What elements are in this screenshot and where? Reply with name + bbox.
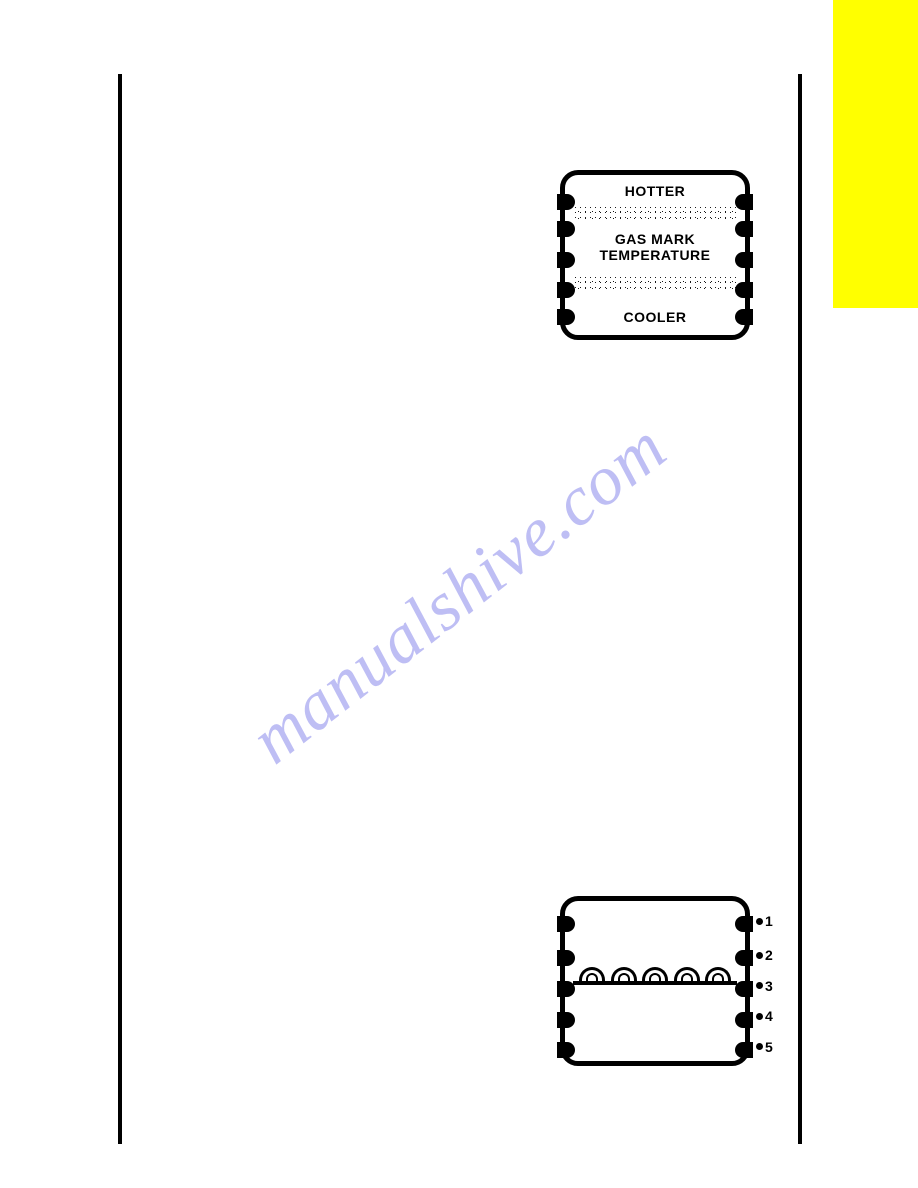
shelf-number: 3: [765, 978, 773, 994]
oven-outline: HOTTER GAS MARK TEMPERATURE COOLER: [560, 170, 750, 340]
shelf-number: 1: [765, 913, 773, 929]
bread-row-icon: [579, 963, 731, 983]
bullet-icon: [756, 1043, 763, 1050]
shelf-tab-icon: [735, 282, 753, 298]
shelf-number-label: 1: [756, 913, 773, 929]
label-hotter: HOTTER: [565, 183, 745, 199]
bullet-icon: [756, 918, 763, 925]
speckle-band-lower: [573, 275, 737, 289]
shelf-tab-icon: [735, 252, 753, 268]
oven-shelf-positions-diagram: 1 2 3 4 5: [560, 896, 750, 1066]
shelf-tab-icon: [557, 916, 575, 932]
shelf-number: 2: [765, 947, 773, 963]
oven-outline: [560, 896, 750, 1066]
tray-line-icon: [573, 981, 737, 985]
bullet-icon: [756, 1013, 763, 1020]
shelf-tab-icon: [735, 1042, 753, 1058]
section-tab: [833, 0, 918, 308]
shelf-tab-icon: [735, 950, 753, 966]
shelf-number-label: 3: [756, 978, 773, 994]
shelf-tab-icon: [557, 194, 575, 210]
shelf-number-label: 5: [756, 1039, 773, 1055]
shelf-tab-icon: [735, 981, 753, 997]
shelf-tab-icon: [735, 194, 753, 210]
label-gas-mark: GAS MARK: [565, 231, 745, 247]
bullet-icon: [756, 982, 763, 989]
shelf-tab-icon: [557, 309, 575, 325]
shelf-tab-icon: [735, 221, 753, 237]
speckle-band-upper: [573, 205, 737, 219]
shelf-number-label: 4: [756, 1008, 773, 1024]
shelf-tab-icon: [557, 252, 575, 268]
shelf-tab-icon: [735, 1012, 753, 1028]
shelf-tab-icon: [735, 309, 753, 325]
shelf-number-label: 2: [756, 947, 773, 963]
shelf-tab-icon: [557, 221, 575, 237]
shelf-number: 5: [765, 1039, 773, 1055]
shelf-tab-icon: [557, 282, 575, 298]
label-cooler: COOLER: [565, 309, 745, 325]
shelf-tab-icon: [557, 1042, 575, 1058]
shelf-tab-icon: [557, 950, 575, 966]
shelf-tab-icon: [557, 981, 575, 997]
oven-heat-zones-diagram: HOTTER GAS MARK TEMPERATURE COOLER: [560, 170, 750, 340]
label-temperature: TEMPERATURE: [565, 247, 745, 263]
shelf-tab-icon: [557, 1012, 575, 1028]
bullet-icon: [756, 952, 763, 959]
shelf-tab-icon: [735, 916, 753, 932]
shelf-number: 4: [765, 1008, 773, 1024]
